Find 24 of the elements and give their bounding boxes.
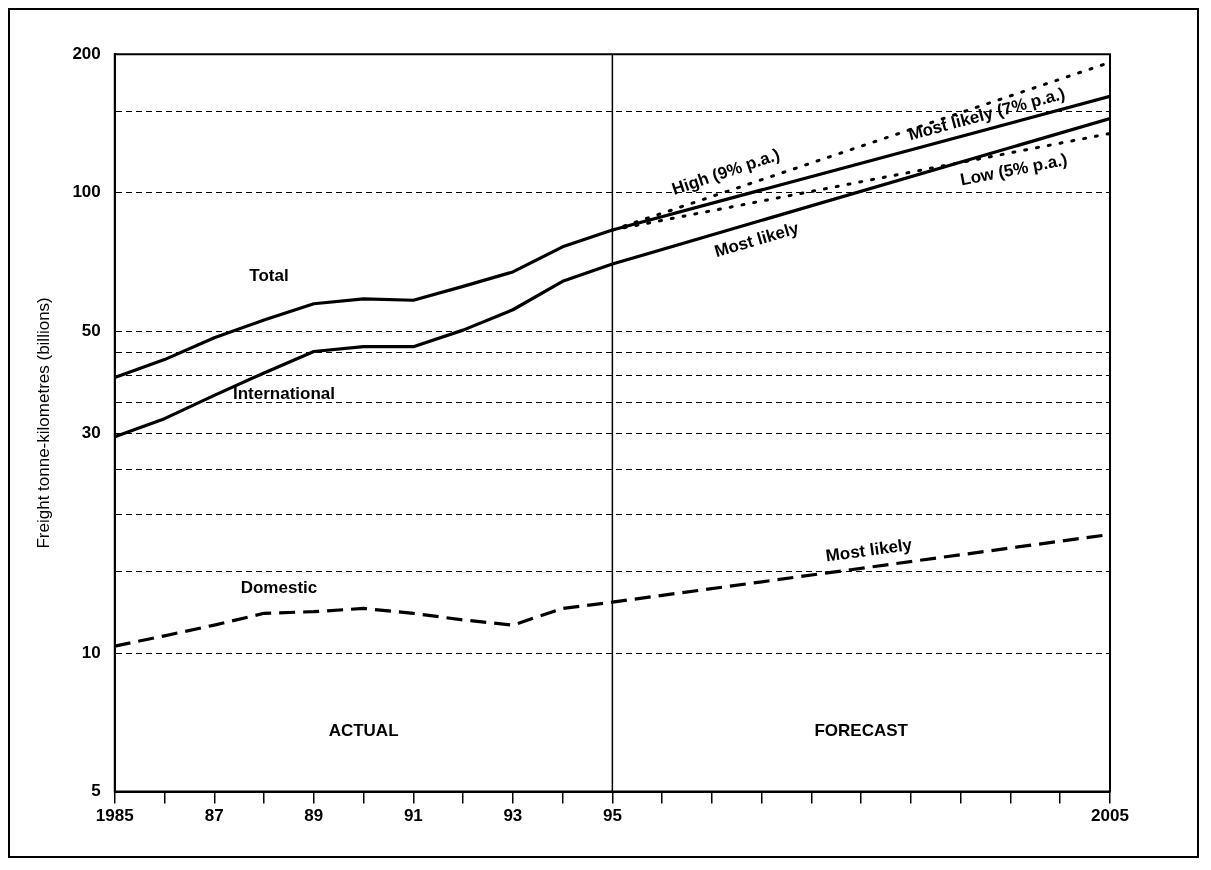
annotation: Most likely bbox=[712, 218, 802, 262]
annotation: ACTUAL bbox=[328, 721, 399, 741]
y-axis-title: Freight tonne-kilometres (billions) bbox=[33, 297, 53, 549]
x-tick-label: 91 bbox=[403, 806, 423, 826]
x-tick-label: 95 bbox=[602, 806, 622, 826]
y-tick-label: 50 bbox=[81, 321, 101, 341]
text: High (9% p.a.) bbox=[669, 145, 783, 199]
x-tick-label: 2005 bbox=[1091, 806, 1129, 826]
y-tick-label: 30 bbox=[81, 423, 101, 443]
x-tick-label: 1985 bbox=[95, 806, 134, 826]
y-tick-label: 200 bbox=[72, 43, 101, 63]
y-tick-label: 10 bbox=[81, 642, 101, 662]
annotation: Most likely (7% p.a.) bbox=[906, 83, 1068, 145]
y-tick-label: 5 bbox=[91, 781, 101, 801]
text: Low (5% p.a.) bbox=[958, 150, 1069, 190]
series-label: International bbox=[232, 384, 335, 404]
series-label: Total bbox=[249, 266, 289, 286]
x-tick-label: 87 bbox=[204, 806, 224, 826]
annotation: Most likely bbox=[824, 534, 914, 566]
series-label: Domestic bbox=[240, 578, 318, 598]
x-tick-label: 89 bbox=[304, 806, 324, 826]
y-tick-label: 100 bbox=[72, 182, 101, 202]
annotation: FORECAST bbox=[814, 721, 909, 741]
x-tick-label: 93 bbox=[503, 806, 523, 826]
